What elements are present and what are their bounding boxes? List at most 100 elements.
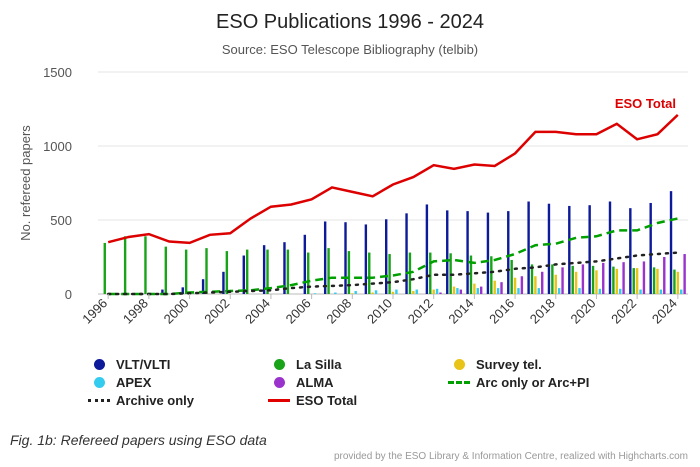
credits-link[interactable]: provided by the ESO Library & Informatio… — [333, 451, 688, 462]
bar-apex-2023 — [659, 289, 663, 294]
legend-item-la-silla[interactable]: La Silla — [268, 357, 342, 372]
legend-label: VLT/VLTI — [116, 357, 171, 372]
legend-symbol-arc — [448, 381, 470, 384]
x-tick-label: 2014 — [445, 296, 476, 327]
bar-la-silla-1998 — [144, 236, 147, 294]
bar-alma-2014 — [479, 286, 483, 294]
bar-alma-2023 — [663, 257, 666, 294]
y-tick-label: 500 — [50, 213, 72, 228]
bar-alma-2013 — [459, 289, 463, 294]
bar-alma-2012 — [439, 292, 442, 294]
legend-symbol-alma — [273, 377, 285, 388]
bar-la-silla-2006 — [307, 252, 310, 294]
bar-apex-2016 — [517, 288, 520, 294]
bar-la-silla-2017 — [530, 264, 534, 294]
bar-series — [103, 191, 686, 294]
legend-item-eso-total[interactable]: ESO Total — [268, 393, 357, 408]
bar-la-silla-2014 — [469, 255, 473, 294]
bar-vlt-vlti-2009 — [364, 224, 368, 294]
bar-survey-tel--2022 — [635, 268, 639, 294]
bar-la-silla-2020 — [591, 265, 595, 294]
legend-item-archive[interactable]: Archive only — [88, 393, 194, 408]
y-tick-labels: 0 500 1000 1500 — [43, 65, 72, 302]
legend-item-apex[interactable]: APEX — [88, 375, 151, 390]
bar-survey-tel--2018 — [554, 274, 557, 294]
bar-la-silla-2018 — [551, 264, 554, 294]
bar-vlt-vlti-2002 — [222, 271, 225, 294]
legend-symbol-eso-total — [268, 399, 290, 402]
bar-la-silla-2002 — [225, 251, 229, 294]
bar-survey-tel--2023 — [656, 268, 659, 294]
legend-symbol-apex — [93, 377, 105, 388]
bar-vlt-vlti-2016 — [507, 211, 510, 294]
bar-vlt-vlti-2008 — [344, 222, 347, 294]
bar-vlt-vlti-2019 — [568, 205, 571, 294]
legend-item-arc[interactable]: Arc only or Arc+PI — [448, 375, 589, 390]
x-tick-label: 2010 — [364, 296, 395, 327]
bar-vlt-vlti-2004 — [262, 245, 266, 294]
x-tick-label: 2018 — [527, 296, 558, 327]
bar-apex-2015 — [496, 288, 500, 294]
x-tick-label: 2002 — [201, 296, 232, 327]
x-tick-label: 2020 — [568, 296, 599, 327]
x-tick-label: 2000 — [161, 296, 192, 327]
legend-label: ESO Total — [296, 393, 358, 408]
legend-symbol-vlt — [93, 359, 105, 370]
bar-alma-2017 — [541, 271, 544, 294]
bar-vlt-vlti-2020 — [588, 205, 591, 294]
bar-vlt-vlti-2014 — [466, 211, 469, 294]
chart-title: ESO Publications 1996 - 2024 — [216, 11, 484, 33]
bar-alma-2024 — [683, 254, 686, 294]
bar-apex-2024 — [680, 289, 683, 294]
bar-vlt-vlti-2012 — [425, 204, 429, 294]
legend-label: La Silla — [296, 357, 342, 372]
bar-la-silla-2007 — [327, 248, 330, 294]
bar-vlt-vlti-2017 — [527, 201, 530, 294]
x-tick-label: 1996 — [79, 296, 110, 327]
x-tick-label: 2012 — [405, 296, 436, 327]
bar-vlt-vlti-2006 — [303, 234, 307, 294]
legend: VLT/VLTI La Silla Survey tel. APEX ALMA … — [88, 357, 688, 409]
bar-la-silla-2015 — [490, 256, 493, 294]
bar-vlt-vlti-2003 — [242, 255, 245, 294]
bar-la-silla-2013 — [449, 253, 452, 294]
x-tick-label: 2008 — [323, 296, 354, 327]
bar-la-silla-2022 — [632, 268, 635, 294]
bar-vlt-vlti-2000 — [181, 287, 184, 294]
bar-apex-2019 — [578, 288, 581, 294]
legend-item-survey[interactable]: Survey tel. — [448, 357, 542, 372]
bar-apex-2009 — [374, 290, 378, 294]
legend-symbol-la-silla — [273, 359, 285, 370]
bar-la-silla-2003 — [245, 249, 249, 294]
bar-apex-2006 — [313, 293, 317, 294]
bar-vlt-vlti-2018 — [547, 203, 551, 294]
y-tick-label: 1500 — [43, 65, 72, 80]
line-eso-total — [107, 113, 679, 245]
bar-alma-2015 — [500, 282, 503, 294]
bar-apex-2007 — [334, 292, 337, 294]
bar-apex-2011 — [415, 289, 418, 294]
bar-la-silla-2023 — [652, 267, 656, 294]
bar-survey-tel--2014 — [473, 283, 476, 294]
x-tick-label: 2004 — [242, 296, 273, 327]
bar-vlt-vlti-2001 — [201, 279, 205, 294]
bar-vlt-vlti-1999 — [161, 289, 164, 294]
bar-la-silla-2024 — [673, 269, 676, 294]
bar-vlt-vlti-2011 — [405, 213, 408, 294]
bar-alma-2018 — [561, 267, 564, 294]
bar-vlt-vlti-2010 — [385, 219, 388, 294]
bar-vlt-vlti-2022 — [629, 208, 632, 294]
bar-survey-tel--2024 — [676, 271, 680, 294]
bar-vlt-vlti-2007 — [323, 221, 327, 294]
legend-item-vlt[interactable]: VLT/VLTI — [88, 357, 170, 372]
bar-vlt-vlti-2021 — [608, 201, 612, 294]
bar-alma-2022 — [642, 261, 646, 294]
bar-vlt-vlti-2023 — [649, 202, 652, 294]
bar-la-silla-2010 — [388, 254, 391, 294]
chart-subtitle: Source: ESO Telescope Bibliography (telb… — [222, 42, 478, 57]
line-arc-only-or-arc-pi — [108, 217, 679, 296]
bar-vlt-vlti-2024 — [669, 191, 673, 294]
bar-apex-2012 — [435, 288, 439, 294]
bar-vlt-vlti-2015 — [486, 212, 490, 294]
legend-item-alma[interactable]: ALMA — [268, 375, 334, 390]
